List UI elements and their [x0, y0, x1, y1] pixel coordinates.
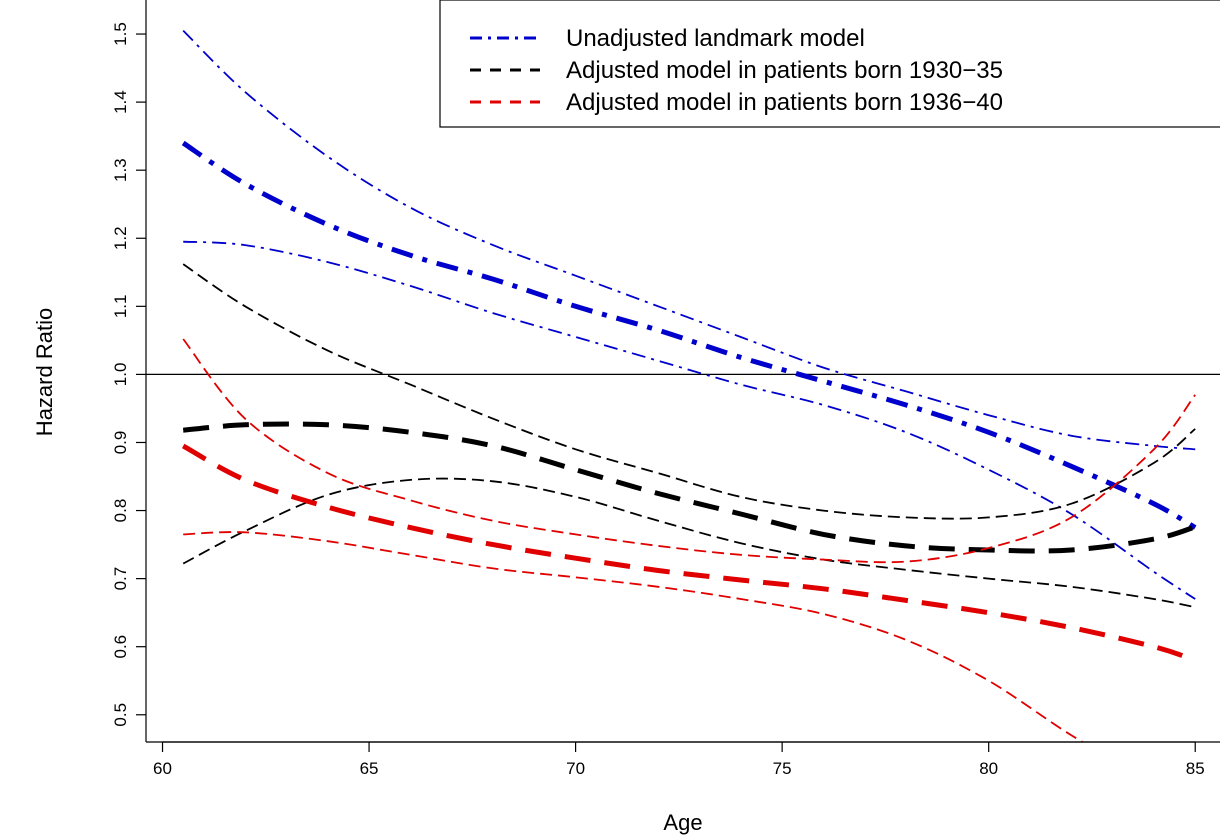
y-tick-label: 0.5 [111, 703, 130, 727]
x-axis: 60 65 70 75 80 85 [153, 741, 1205, 778]
y-tick-label: 1.4 [111, 90, 130, 114]
series-layer [181, 29, 1197, 742]
x-tick-label: 65 [360, 759, 379, 778]
legend-label: Unadjusted landmark model [566, 25, 865, 52]
series-line-3-estimate [182, 421, 1196, 554]
legend-label: Adjusted model in patients born 1936−40 [566, 89, 1003, 116]
y-tick-label: 0.6 [111, 635, 130, 659]
y-axis-label: Hazard Ratio [32, 308, 57, 436]
series-line-4-upper [182, 263, 1196, 520]
x-tick-label: 85 [1186, 759, 1205, 778]
x-axis-label: Age [663, 810, 702, 835]
y-tick-label: 1.3 [111, 158, 130, 182]
y-tick-label: 1.5 [111, 22, 130, 46]
y-tick-label: 0.8 [111, 499, 130, 523]
y-tick-label: 1.1 [111, 295, 130, 319]
y-axis: 0.5 0.6 0.7 0.8 0.9 1.0 1.1 1.2 1.3 1.4 1.5 [111, 22, 146, 727]
y-tick-label: 1.0 [111, 363, 130, 387]
series-line-1-upper [182, 29, 1196, 451]
series-line-8-lower [183, 531, 1085, 742]
series-line-2-lower [183, 240, 1196, 600]
x-tick-label: 75 [773, 759, 792, 778]
legend: Unadjusted landmark model Adjusted model … [439, 0, 1220, 128]
legend-label: Adjusted model in patients born 1930−35 [566, 57, 1003, 84]
y-tick-label: 0.9 [111, 431, 130, 455]
series-line-7-upper [182, 338, 1196, 564]
x-tick-label: 60 [153, 759, 172, 778]
series-line-5-lower [182, 477, 1196, 609]
series-line-6-estimate [181, 443, 1197, 663]
y-tick-label: 1.2 [111, 226, 130, 250]
legend-box [439, 0, 1220, 128]
x-tick-label: 70 [566, 759, 585, 778]
y-tick-label: 0.7 [111, 567, 130, 591]
series-line-0-estimate [181, 140, 1197, 530]
x-tick-label: 80 [979, 759, 998, 778]
